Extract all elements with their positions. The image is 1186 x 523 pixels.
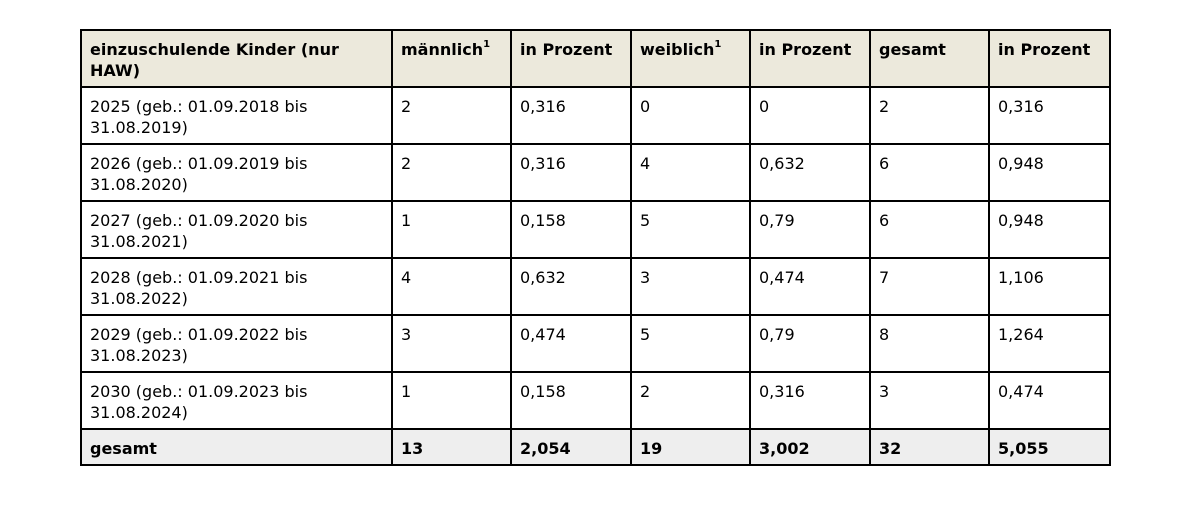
table-row: 2030 (geb.: 01.09.2023 bis 31.08.2024) 1…	[80, 371, 1111, 430]
table-row: 2029 (geb.: 01.09.2022 bis 31.08.2023) 3…	[80, 314, 1111, 373]
table-cell: 2	[391, 86, 512, 145]
header-text: einzuschulende Kinder (nur HAW)	[90, 40, 339, 80]
table-cell: 0,316	[510, 143, 632, 202]
table-cell: 6	[869, 143, 990, 202]
header-row: einzuschulende Kinder (nur HAW) männlich…	[80, 29, 1111, 88]
header-text: in Prozent	[998, 40, 1091, 59]
table-cell: 0,316	[749, 371, 871, 430]
table-cell: 5	[630, 314, 751, 373]
total-cell: 13	[391, 428, 512, 466]
header-cell-total: gesamt	[869, 29, 990, 88]
footnote-marker: 1	[714, 38, 722, 50]
footnote-marker: 1	[483, 38, 491, 50]
total-row: gesamt 13 2,054 19 3,002 32 5,055	[80, 428, 1111, 466]
table-cell: 2030 (geb.: 01.09.2023 bis 31.08.2024)	[80, 371, 393, 430]
table-cell: 0,158	[510, 371, 632, 430]
table-cell: 1,264	[988, 314, 1111, 373]
header-text: gesamt	[879, 40, 946, 59]
table-cell: 0,632	[510, 257, 632, 316]
table-footer: gesamt 13 2,054 19 3,002 32 5,055	[80, 428, 1111, 466]
header-text: männlich	[401, 40, 484, 59]
table-cell: 0,79	[749, 314, 871, 373]
table-cell: 0,474	[988, 371, 1111, 430]
table-cell: 0	[749, 86, 871, 145]
table-cell: 0,79	[749, 200, 871, 259]
header-cell-female: weiblich1	[630, 29, 751, 88]
table-cell: 2026 (geb.: 01.09.2019 bis 31.08.2020)	[80, 143, 393, 202]
header-cell-female-percent: in Prozent	[749, 29, 871, 88]
table-cell: 8	[869, 314, 990, 373]
table-row: 2027 (geb.: 01.09.2020 bis 31.08.2021) 1…	[80, 200, 1111, 259]
table-cell: 3	[391, 314, 512, 373]
header-cell-label: einzuschulende Kinder (nur HAW)	[80, 29, 393, 88]
table-cell: 0,474	[749, 257, 871, 316]
header-cell-total-percent: in Prozent	[988, 29, 1111, 88]
table-cell: 0,316	[988, 86, 1111, 145]
table-cell: 0,474	[510, 314, 632, 373]
table-cell: 4	[391, 257, 512, 316]
table-cell: 0,632	[749, 143, 871, 202]
table-cell: 2025 (geb.: 01.09.2018 bis 31.08.2019)	[80, 86, 393, 145]
header-cell-male-percent: in Prozent	[510, 29, 632, 88]
table-cell: 0,316	[510, 86, 632, 145]
table-cell: 6	[869, 200, 990, 259]
table-row: 2026 (geb.: 01.09.2019 bis 31.08.2020) 2…	[80, 143, 1111, 202]
table-cell: 1	[391, 200, 512, 259]
table-cell: 2	[869, 86, 990, 145]
table-body: 2025 (geb.: 01.09.2018 bis 31.08.2019) 2…	[80, 86, 1111, 430]
table-cell: 0,948	[988, 143, 1111, 202]
table-cell: 2	[391, 143, 512, 202]
table-cell: 1,106	[988, 257, 1111, 316]
table-cell: 1	[391, 371, 512, 430]
table-cell: 0,948	[988, 200, 1111, 259]
total-cell: 5,055	[988, 428, 1111, 466]
total-cell: 3,002	[749, 428, 871, 466]
table-cell: 5	[630, 200, 751, 259]
table-header: einzuschulende Kinder (nur HAW) männlich…	[80, 29, 1111, 88]
total-cell: 2,054	[510, 428, 632, 466]
table-cell: 4	[630, 143, 751, 202]
table-cell: 2027 (geb.: 01.09.2020 bis 31.08.2021)	[80, 200, 393, 259]
header-cell-male: männlich1	[391, 29, 512, 88]
table-cell: 0	[630, 86, 751, 145]
total-cell: 19	[630, 428, 751, 466]
header-text: in Prozent	[759, 40, 852, 59]
header-text: in Prozent	[520, 40, 613, 59]
table-row: 2028 (geb.: 01.09.2021 bis 31.08.2022) 4…	[80, 257, 1111, 316]
table-cell: 0,158	[510, 200, 632, 259]
table-cell: 2029 (geb.: 01.09.2022 bis 31.08.2023)	[80, 314, 393, 373]
header-text: weiblich	[640, 40, 715, 59]
table-cell: 7	[869, 257, 990, 316]
table-cell: 2	[630, 371, 751, 430]
table-cell: 3	[869, 371, 990, 430]
table-cell: 3	[630, 257, 751, 316]
table-row: 2025 (geb.: 01.09.2018 bis 31.08.2019) 2…	[80, 86, 1111, 145]
table-cell: 2028 (geb.: 01.09.2021 bis 31.08.2022)	[80, 257, 393, 316]
enrollment-table: einzuschulende Kinder (nur HAW) männlich…	[80, 29, 1111, 466]
total-cell: gesamt	[80, 428, 393, 466]
total-cell: 32	[869, 428, 990, 466]
